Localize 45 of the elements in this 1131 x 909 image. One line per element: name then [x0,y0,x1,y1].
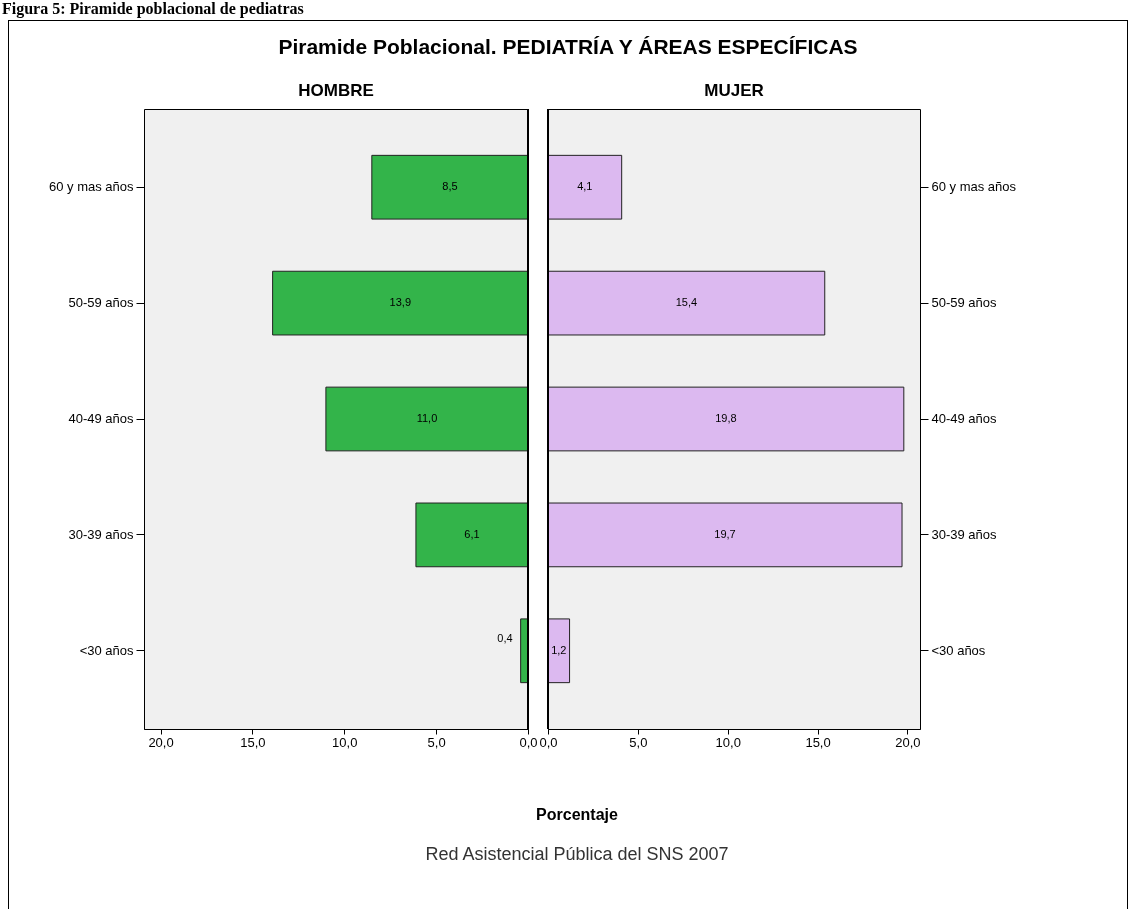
data-label: 1,2 [551,643,567,656]
y-tick-label: 40-49 años [68,411,134,426]
x-tick-label: 10,0 [332,734,358,750]
y-tick-label: 30-39 años [68,526,134,542]
y-tick-label: 40-49 años [931,411,998,426]
data-label: 6,1 [464,527,480,540]
y-tick-label: <30 años [79,642,134,658]
bar [272,270,529,336]
bar [547,270,826,336]
data-label: 8,5 [442,180,458,193]
data-label: 19,7 [714,527,736,540]
data-label: 13,9 [389,296,412,309]
y-tick-label: 50-59 años [931,295,998,311]
text: Figura 5: Piramide poblacional de pediatras [2,0,304,18]
y-tick-label: 60 y mas años [931,179,1017,195]
data-label: 11,0 [416,412,438,424]
bar [325,386,529,452]
y-tick-label: 30-39 años [931,526,998,542]
data-label: 0,4 [497,631,513,644]
x-tick-label: 15,0 [240,734,266,750]
bar [415,502,529,568]
x-tick-label: 0,0 [519,734,538,750]
data-label: 15,4 [675,296,698,309]
text: Piramide Poblacional. PEDIATRÍA Y ÁREAS ESPECÍFICAS [277,35,859,59]
bar [371,154,529,220]
y-tick-label: 50-59 años [68,295,134,311]
x-tick-label: 15,0 [805,734,831,750]
data-label: 4,1 [577,180,593,193]
x-tick-label: 5,0 [629,734,648,750]
x-tick-label: 0,0 [539,734,558,750]
y-tick-label: <30 años [931,642,986,658]
bar [547,502,903,568]
data-label: 19,8 [715,412,737,424]
chart-title: MUJER [704,81,764,100]
bar [547,618,571,684]
x-tick-label: 5,0 [427,734,446,750]
x-tick-label: 10,0 [715,734,741,750]
text: Red Asistencial Pública del SNS 2007 [424,844,730,865]
y-tick-label: 60 y mas años [48,179,134,195]
x-tick-label: 20,0 [895,734,921,750]
x-tick-label: 20,0 [148,734,174,750]
bar [547,154,623,220]
x-axis-title: Porcentaje [535,806,619,824]
bar [547,386,905,452]
chart-title: HOMBRE [298,81,374,100]
